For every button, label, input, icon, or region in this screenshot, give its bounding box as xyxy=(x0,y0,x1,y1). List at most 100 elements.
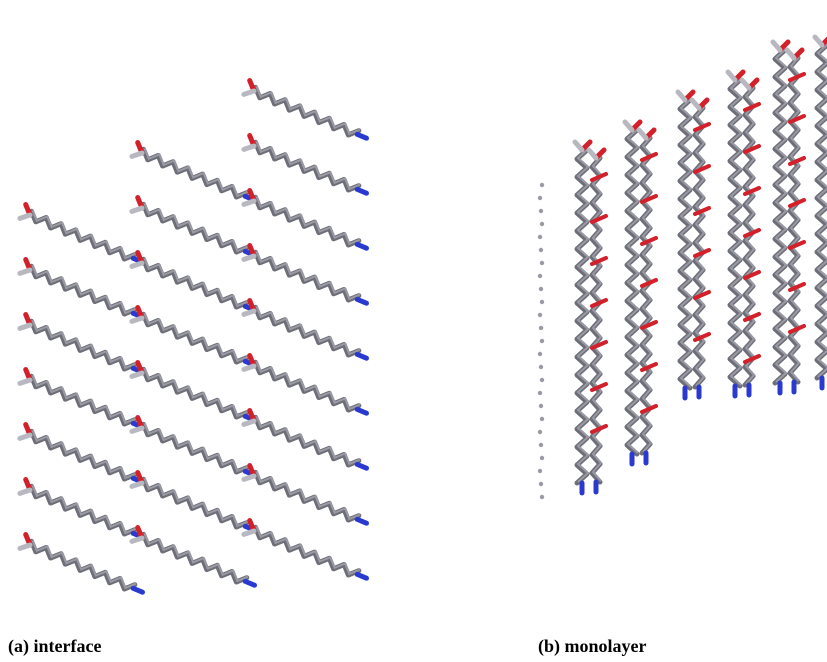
caption: (a) interface xyxy=(8,636,101,657)
oxygen xyxy=(695,250,709,256)
nitrogen xyxy=(133,588,142,592)
nitrogen xyxy=(357,244,366,248)
alkyl-chain xyxy=(256,307,359,355)
alkyl-chain xyxy=(256,252,359,300)
oxygen xyxy=(790,74,804,80)
oxygen xyxy=(592,300,606,306)
carbon-head xyxy=(132,318,142,321)
carbon-head xyxy=(20,215,30,218)
carbon-head xyxy=(244,531,254,534)
oxygen xyxy=(790,326,804,332)
alkyl-chain xyxy=(32,541,135,589)
alkyl-chain xyxy=(256,417,359,465)
carbon-head xyxy=(20,545,30,548)
alkyl-chain xyxy=(144,534,247,582)
oxygen xyxy=(642,154,656,160)
alkyl-chain xyxy=(144,314,247,362)
water-dot xyxy=(540,300,544,304)
alkyl-chain xyxy=(144,424,247,472)
carbon-head xyxy=(692,100,699,108)
carbon-head xyxy=(132,483,142,486)
carbon-head xyxy=(132,373,142,376)
alkyl-chain xyxy=(256,142,359,190)
water-dot xyxy=(540,417,544,421)
carbon-head xyxy=(20,270,30,273)
carbon-head xyxy=(244,311,254,314)
carbon-head xyxy=(815,37,822,45)
alkyl-chain xyxy=(32,266,135,314)
nitrogen xyxy=(357,519,366,523)
water-dot xyxy=(540,378,544,382)
water-dot xyxy=(540,222,544,226)
water-dot xyxy=(538,196,542,200)
oxygen xyxy=(592,174,606,180)
water-dot xyxy=(538,274,542,278)
nitrogen xyxy=(245,581,254,585)
carbon-head xyxy=(244,256,254,259)
water-dot xyxy=(539,248,543,252)
oxygen xyxy=(745,230,759,236)
carbon-head xyxy=(132,538,142,541)
alkyl-chain xyxy=(256,197,359,245)
carbon-head xyxy=(773,42,780,50)
oxygen xyxy=(592,426,606,432)
figure: (a) interface (b) monolayer xyxy=(0,0,827,662)
oxygen xyxy=(695,124,709,130)
carbon-head xyxy=(132,263,142,266)
oxygen xyxy=(745,356,759,362)
carbon-head xyxy=(244,91,254,94)
caption: (b) monolayer xyxy=(538,636,646,657)
alkyl-chain xyxy=(32,376,135,424)
nitrogen xyxy=(357,409,366,413)
alkyl-chain xyxy=(256,527,359,575)
carbon-head xyxy=(625,122,632,130)
carbon-head xyxy=(742,80,749,88)
alkyl-chain xyxy=(144,204,247,252)
carbon-head xyxy=(132,428,142,431)
water-dot xyxy=(540,339,544,343)
water-dot xyxy=(538,469,542,473)
water-dot xyxy=(539,404,543,408)
water-dot xyxy=(539,287,543,291)
nitrogen xyxy=(357,299,366,303)
oxygen xyxy=(642,280,656,286)
alkyl-chain xyxy=(144,259,247,307)
carbon-head xyxy=(20,380,30,383)
carbon-head xyxy=(244,476,254,479)
water-dot xyxy=(539,326,543,330)
carbon-head xyxy=(244,421,254,424)
carbon-head xyxy=(589,150,596,158)
water-dot xyxy=(539,443,543,447)
carbon-head xyxy=(244,366,254,369)
carbon-head xyxy=(20,325,30,328)
nitrogen xyxy=(357,354,366,358)
alkyl-chain xyxy=(256,87,359,135)
alkyl-chain xyxy=(32,321,135,369)
water-dot xyxy=(538,391,542,395)
molecule-renderings xyxy=(0,0,827,630)
water-dot xyxy=(540,456,544,460)
alkyl-chain xyxy=(256,472,359,520)
nitrogen xyxy=(357,464,366,468)
oxygen xyxy=(745,104,759,110)
water-dot xyxy=(539,365,543,369)
nitrogen xyxy=(357,189,366,193)
oxygen xyxy=(642,406,656,412)
carbon-head xyxy=(132,153,142,156)
water-dot xyxy=(539,209,543,213)
oxygen xyxy=(790,200,804,206)
carbon-head xyxy=(639,130,646,138)
alkyl-chain xyxy=(144,369,247,417)
alkyl-chain xyxy=(32,486,135,534)
carbon-head xyxy=(575,142,582,150)
water-dot xyxy=(538,352,542,356)
carbon-head xyxy=(132,208,142,211)
carbon-head xyxy=(244,201,254,204)
water-dot xyxy=(540,261,544,265)
water-dot xyxy=(538,313,542,317)
nitrogen xyxy=(357,574,366,578)
carbon-head xyxy=(728,72,735,80)
water-dot xyxy=(540,495,544,499)
water-dot xyxy=(540,183,544,187)
carbon-head xyxy=(678,92,685,100)
